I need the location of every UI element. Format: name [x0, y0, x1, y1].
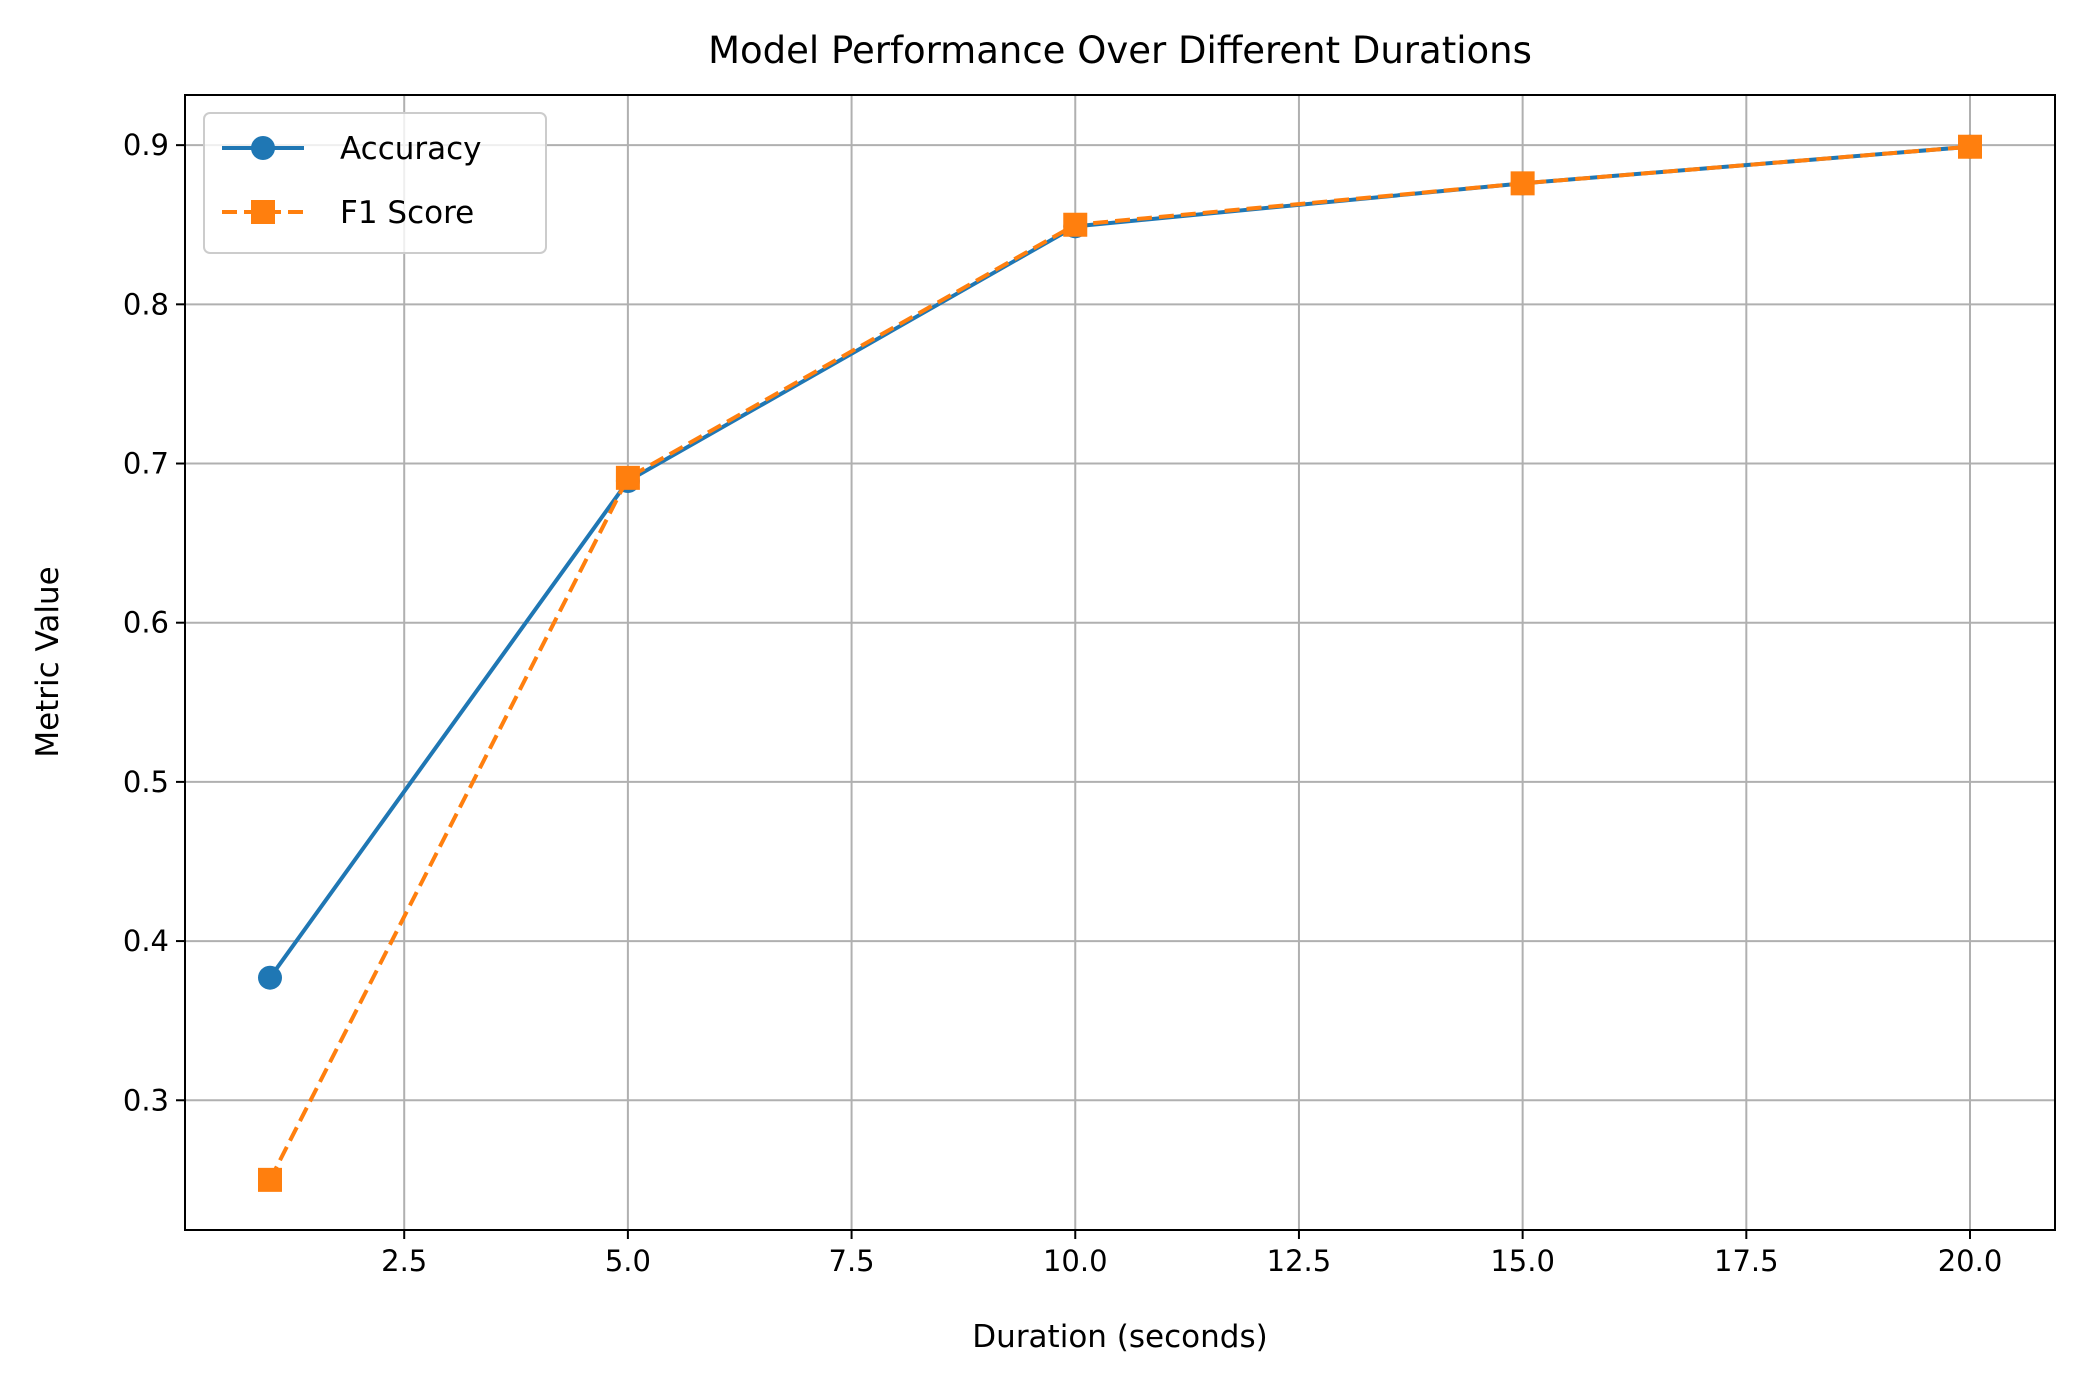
x-tick-label: 12.5 — [1267, 1244, 1332, 1278]
data-point-legend — [251, 200, 275, 224]
series-layer — [258, 134, 1982, 1192]
legend: Accuracy F1 Score — [203, 112, 547, 254]
plot-frame — [184, 94, 2056, 1231]
y-tick-label: 0.9 — [123, 128, 169, 162]
chart-title: Model Performance Over Different Duratio… — [708, 29, 1532, 72]
series-f1-score — [258, 134, 1982, 1192]
x-tick-label: 17.5 — [1714, 1244, 1779, 1278]
y-tick-label: 0.5 — [123, 765, 169, 799]
x-tick-label: 10.0 — [1043, 1244, 1108, 1278]
legend-item-f1-score: F1 Score — [222, 195, 474, 231]
y-tick-label: 0.7 — [123, 447, 169, 481]
y-tick-label: 0.4 — [123, 924, 169, 958]
y-tick-label: 0.3 — [123, 1083, 169, 1117]
data-point-f1-score — [258, 1167, 282, 1192]
legend-label: F1 Score — [340, 195, 474, 231]
y-tick-label: 0.8 — [123, 287, 169, 321]
data-point-accuracy — [258, 965, 282, 990]
x-axis-label: Duration (seconds) — [972, 1319, 1267, 1355]
gridlines — [185, 95, 2055, 1230]
data-point-legend — [251, 136, 275, 160]
data-point-f1-score — [1958, 134, 1982, 159]
x-tick-label: 5.0 — [605, 1244, 651, 1278]
x-tick-label: 7.5 — [829, 1244, 875, 1278]
axis-ticks: 2.5 5.0 7.5 10.0 12.5 15.0 17.5 20.0 0.3 0.4 0.5 0.… — [123, 128, 2002, 1278]
data-point-f1-score — [1510, 171, 1535, 196]
legend-item-accuracy: Accuracy — [222, 131, 482, 167]
data-point-f1-score — [615, 465, 640, 490]
legend-label: Accuracy — [340, 131, 482, 167]
y-tick-label: 0.6 — [123, 606, 169, 640]
x-tick-label: 20.0 — [1938, 1244, 2003, 1278]
data-point-f1-score — [1063, 212, 1088, 237]
x-tick-label: 15.0 — [1490, 1244, 1555, 1278]
x-tick-label: 2.5 — [381, 1244, 427, 1278]
y-axis-label: Metric Value — [30, 566, 66, 757]
